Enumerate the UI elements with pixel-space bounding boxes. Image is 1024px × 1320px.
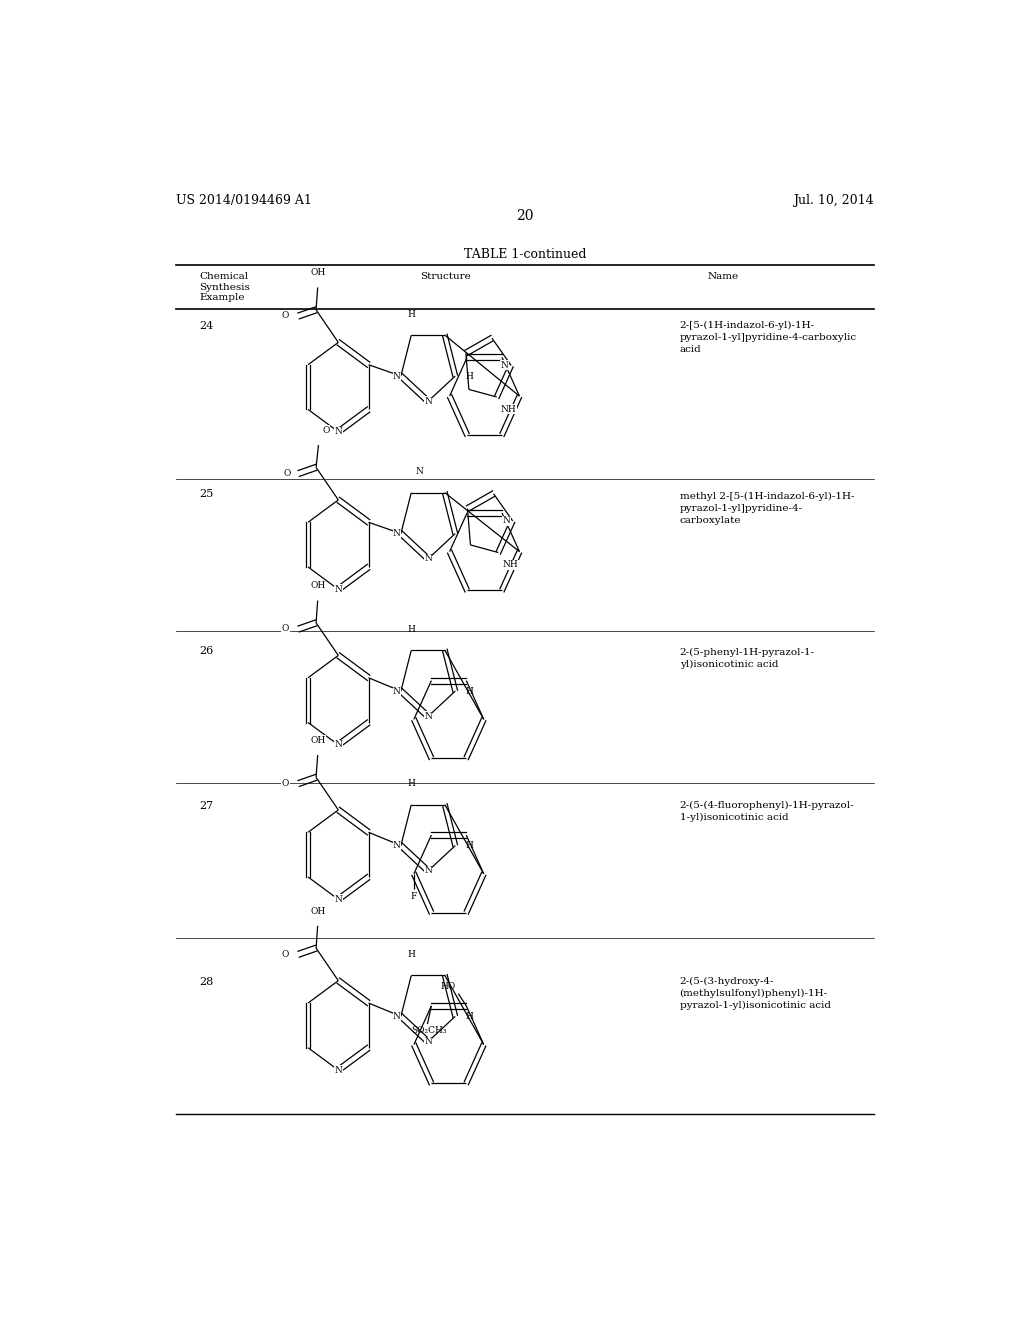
Text: O: O — [282, 312, 289, 321]
Text: 27: 27 — [200, 801, 214, 810]
Text: N: N — [335, 895, 342, 904]
Text: 28: 28 — [200, 977, 214, 986]
Text: Jul. 10, 2014: Jul. 10, 2014 — [794, 194, 873, 207]
Text: N: N — [501, 360, 509, 370]
Text: H: H — [466, 1012, 473, 1020]
Text: 26: 26 — [200, 647, 214, 656]
Text: methyl 2-[5-(1H-indazol-6-yl)-1H-
pyrazol-1-yl]pyridine-4-
carboxylate: methyl 2-[5-(1H-indazol-6-yl)-1H- pyrazo… — [680, 492, 854, 524]
Text: N: N — [424, 1038, 432, 1047]
Text: OH: OH — [310, 907, 326, 916]
Text: O: O — [282, 950, 289, 958]
Text: N: N — [424, 554, 432, 564]
Text: N: N — [424, 866, 432, 875]
Text: H: H — [408, 779, 415, 788]
Text: NH: NH — [501, 405, 516, 413]
Text: Chemical
Synthesis
Example: Chemical Synthesis Example — [200, 272, 250, 302]
Text: 2-[5-(1H-indazol-6-yl)-1H-
pyrazol-1-yl]pyridine-4-carboxylic
acid: 2-[5-(1H-indazol-6-yl)-1H- pyrazol-1-yl]… — [680, 321, 857, 354]
Text: O: O — [284, 469, 291, 478]
Text: H: H — [466, 371, 473, 380]
Text: N: N — [424, 711, 432, 721]
Text: F: F — [411, 892, 417, 902]
Text: N: N — [335, 741, 342, 750]
Text: O: O — [282, 624, 289, 634]
Text: 20: 20 — [516, 210, 534, 223]
Text: OH: OH — [310, 735, 326, 744]
Text: H: H — [408, 624, 415, 634]
Text: OH: OH — [310, 268, 326, 277]
Text: H: H — [408, 310, 415, 319]
Text: N: N — [393, 841, 400, 850]
Text: 25: 25 — [200, 488, 214, 499]
Text: N: N — [503, 516, 510, 525]
Text: 24: 24 — [200, 321, 214, 331]
Text: HO: HO — [440, 982, 456, 990]
Text: N: N — [424, 397, 432, 405]
Text: O: O — [323, 426, 330, 434]
Text: 2-(5-phenyl-1H-pyrazol-1-
yl)isonicotinic acid: 2-(5-phenyl-1H-pyrazol-1- yl)isonicotini… — [680, 648, 815, 669]
Text: H: H — [408, 950, 415, 960]
Text: OH: OH — [310, 581, 326, 590]
Text: H: H — [466, 841, 473, 850]
Text: N: N — [416, 467, 423, 477]
Text: NH: NH — [503, 560, 518, 569]
Text: US 2014/0194469 A1: US 2014/0194469 A1 — [176, 194, 311, 207]
Text: N: N — [393, 529, 400, 539]
Text: N: N — [335, 585, 342, 594]
Text: N: N — [335, 1065, 342, 1074]
Text: Name: Name — [708, 272, 738, 281]
Text: N: N — [393, 1012, 400, 1020]
Text: N: N — [393, 686, 400, 696]
Text: 2-(5-(4-fluorophenyl)-1H-pyrazol-
1-yl)isonicotinic acid: 2-(5-(4-fluorophenyl)-1H-pyrazol- 1-yl)i… — [680, 801, 854, 822]
Text: Structure: Structure — [420, 272, 471, 281]
Text: SO₂CH₃: SO₂CH₃ — [412, 1026, 446, 1035]
Text: TABLE 1-continued: TABLE 1-continued — [464, 248, 586, 261]
Text: H: H — [466, 686, 473, 696]
Text: N: N — [335, 428, 342, 437]
Text: 2-(5-(3-hydroxy-4-
(methylsulfonyl)phenyl)-1H-
pyrazol-1-yl)isonicotinic acid: 2-(5-(3-hydroxy-4- (methylsulfonyl)pheny… — [680, 977, 830, 1010]
Text: N: N — [393, 371, 400, 380]
Text: O: O — [282, 779, 289, 788]
